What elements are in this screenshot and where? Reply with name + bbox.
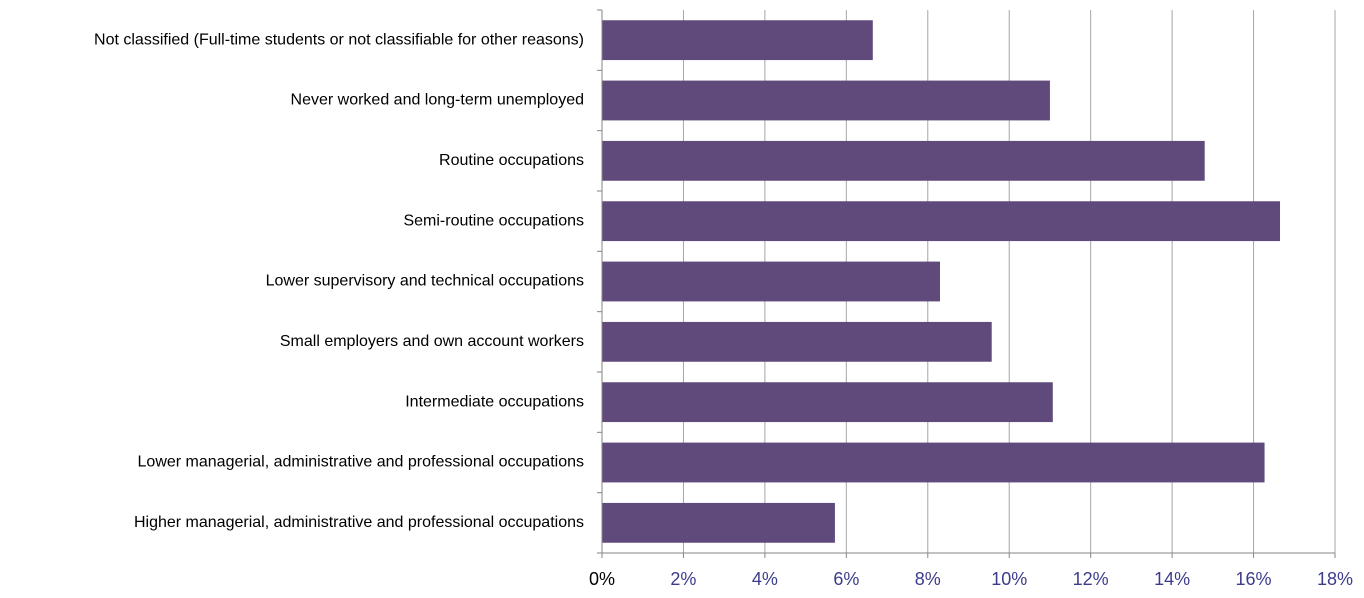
category-label: Semi-routine occupations — [403, 212, 584, 229]
category-label: Higher managerial, administrative and pr… — [134, 514, 584, 531]
x-tick-label: 4% — [752, 569, 778, 589]
tick-labels: 0% 2% 4% 6% 8% 10% 12% 14% 16% 18% — [589, 569, 1353, 589]
bars — [602, 20, 1281, 543]
x-tick-label: 14% — [1154, 569, 1190, 589]
category-label: Small employers and own account workers — [280, 333, 584, 350]
bar — [602, 442, 1265, 483]
bar — [602, 80, 1050, 121]
category-label: Never worked and long-term unemployed — [291, 92, 584, 109]
category-label: Not classified (Full-time students or no… — [94, 31, 584, 48]
x-tick-label: 18% — [1317, 569, 1353, 589]
x-tick-label: 0% — [589, 569, 615, 589]
category-label: Lower supervisory and technical occupati… — [266, 273, 584, 290]
bar — [602, 382, 1053, 423]
x-tick-label: 8% — [915, 569, 941, 589]
bar — [602, 20, 873, 61]
category-labels: Not classified (Full-time students or no… — [94, 31, 584, 531]
x-tick-label: 6% — [833, 569, 859, 589]
bar — [602, 261, 940, 302]
bar — [602, 502, 835, 543]
category-label: Lower managerial, administrative and pro… — [138, 454, 584, 471]
x-tick-label: 12% — [1073, 569, 1109, 589]
category-label: Intermediate occupations — [405, 393, 584, 410]
bar — [602, 201, 1281, 242]
x-tick-label: 2% — [670, 569, 696, 589]
axes — [597, 9, 1336, 558]
x-tick-label: 16% — [1236, 569, 1272, 589]
bar — [602, 140, 1205, 181]
bar — [602, 321, 992, 362]
category-label: Routine occupations — [439, 152, 584, 169]
x-tick-label: 10% — [991, 569, 1027, 589]
